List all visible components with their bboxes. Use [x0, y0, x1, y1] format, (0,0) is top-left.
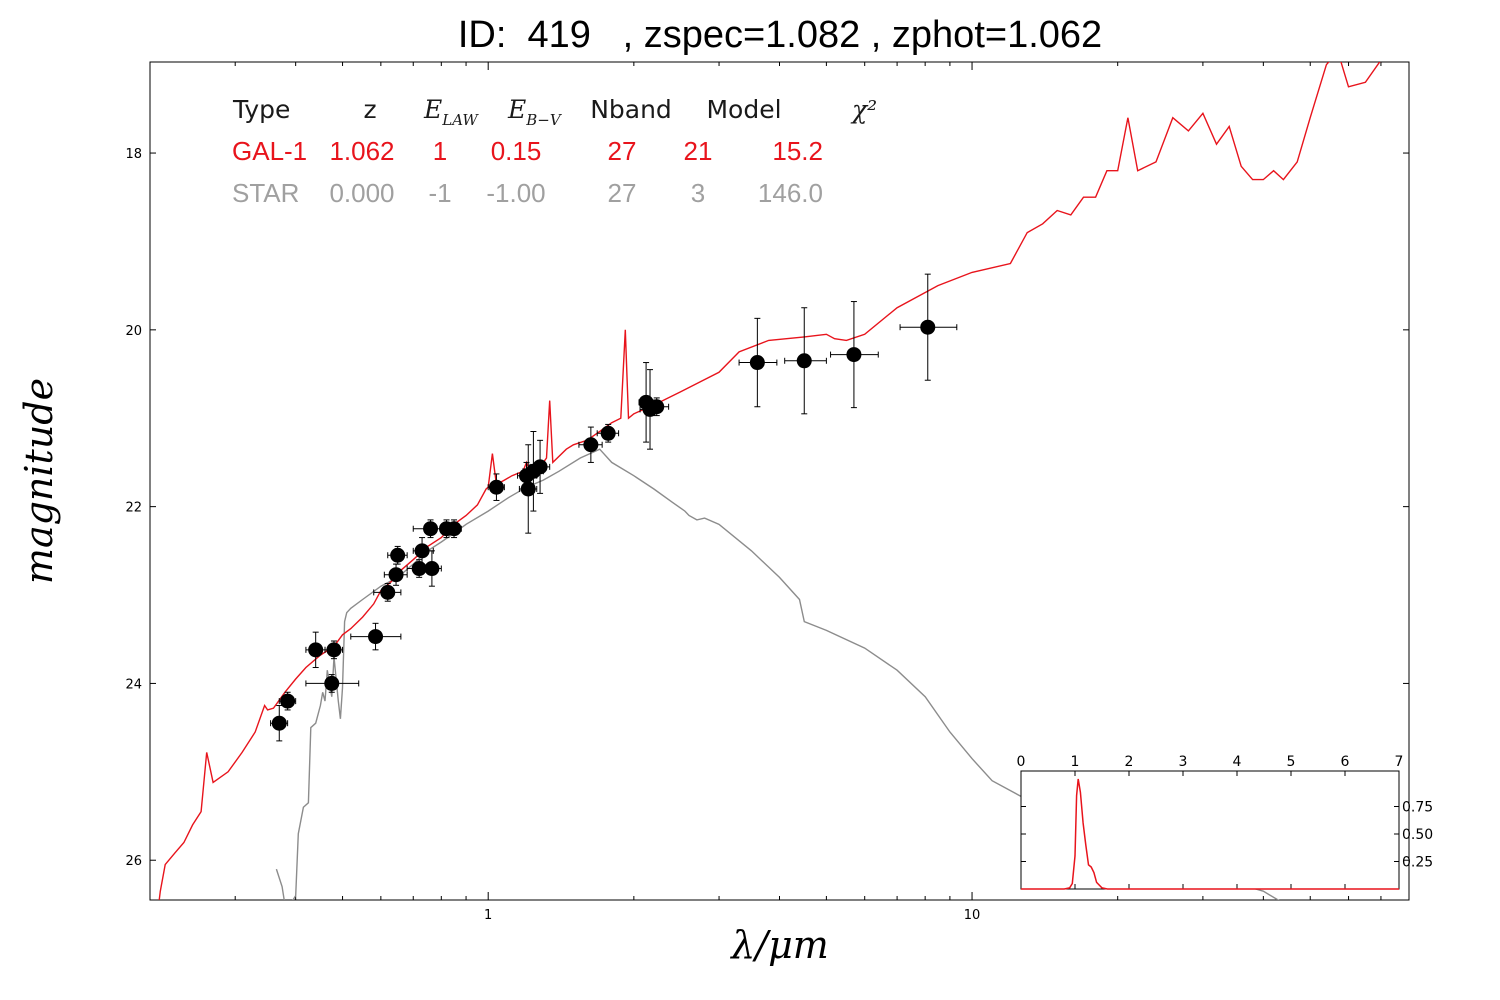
table-cell-z: 0.000	[329, 178, 394, 208]
table-header-ebv: EB−V	[507, 95, 563, 129]
point-marker	[520, 481, 536, 497]
point-marker	[749, 355, 765, 371]
table-cell-chi2: 15.2	[772, 136, 823, 166]
table-cell-type: GAL-1	[232, 136, 307, 166]
point-marker	[796, 353, 812, 369]
point-marker	[446, 521, 462, 537]
data-point	[578, 426, 603, 463]
point-marker	[649, 399, 665, 415]
data-point	[487, 473, 505, 501]
inset-y-tick-label: 0.25	[1402, 855, 1433, 871]
point-marker	[388, 567, 404, 583]
point-marker	[846, 347, 862, 363]
table-header-type: Type	[232, 95, 290, 124]
data-point	[270, 705, 289, 742]
inset-y-tick-label: 0.50	[1402, 827, 1433, 843]
inset-x-tick-label: 0	[1017, 754, 1026, 770]
point-marker	[271, 715, 287, 731]
table-header-z: z	[363, 95, 376, 124]
table-cell-elaw: 1	[433, 136, 447, 166]
data-point	[445, 519, 462, 539]
pdz-line	[1021, 778, 1399, 890]
point-marker	[390, 547, 406, 563]
point-marker	[414, 543, 430, 559]
data-point	[738, 317, 778, 408]
table-cell-model: 21	[684, 136, 713, 166]
x-tick-label: 1	[484, 908, 492, 923]
inset-x-tick-label: 2	[1125, 754, 1134, 770]
point-marker	[326, 642, 342, 658]
table-cell-elaw: -1	[428, 178, 451, 208]
data-point	[305, 674, 360, 693]
point-marker	[308, 642, 324, 658]
x-tick-label: 10	[964, 908, 981, 923]
table-header-model: Model	[706, 95, 781, 124]
table-header-chi2: χ²	[850, 95, 877, 124]
point-marker	[583, 437, 599, 453]
data-point	[899, 273, 958, 381]
data-point	[830, 301, 879, 409]
inset-x-tick-label: 4	[1233, 754, 1242, 770]
point-marker	[280, 693, 296, 709]
y-tick-label: 26	[125, 854, 142, 869]
table-cell-type: STAR	[232, 178, 299, 208]
photometry-points	[270, 273, 958, 742]
y-tick-label: 18	[125, 147, 142, 162]
data-point	[518, 444, 538, 534]
table-header-elaw: ELAW	[423, 95, 479, 129]
data-point	[784, 307, 827, 415]
data-point	[529, 439, 551, 494]
inset-x-tick-label: 6	[1341, 754, 1350, 770]
point-marker	[324, 675, 340, 691]
page-title: ID: 419 , zspec=1.082 , zphot=1.062	[457, 14, 1103, 56]
pdz-inset: 0 1 2 3 4 5 6 7 0.25 0.50 0.75	[1017, 754, 1433, 890]
table-header-nband: Nband	[590, 95, 672, 124]
inset-y-tick-label: 0.75	[1402, 800, 1433, 816]
sed-curves	[158, 62, 1381, 900]
data-point	[387, 545, 408, 565]
table-cell-nband: 27	[608, 136, 637, 166]
data-point	[596, 423, 620, 443]
table-cell-chi2: 146.0	[758, 178, 823, 208]
data-point	[350, 622, 402, 651]
point-marker	[532, 459, 548, 475]
inset-x-tick-label: 3	[1179, 754, 1188, 770]
data-point	[278, 691, 297, 711]
y-axis-label: magnitude	[17, 378, 61, 584]
point-marker	[424, 561, 440, 577]
data-point	[418, 550, 442, 587]
y-tick-label: 24	[125, 677, 142, 692]
data-point	[383, 563, 408, 586]
data-point	[373, 583, 402, 602]
data-point	[324, 640, 344, 660]
star-sed-line	[275, 448, 1280, 900]
galaxy-sed-line	[158, 62, 1381, 900]
table-cell-model: 3	[691, 178, 705, 208]
inset-x-tick-label: 7	[1395, 754, 1404, 770]
data-point	[645, 397, 670, 417]
fit-table: Type z ELAW EB−V Nband Model χ² GAL-1 1.062 1 0.15…	[232, 95, 877, 208]
point-marker	[380, 584, 396, 600]
table-cell-z: 1.062	[329, 136, 394, 166]
inset-x-tick-label: 1	[1071, 754, 1080, 770]
table-cell-ebv: 0.15	[491, 136, 542, 166]
y-tick-label: 20	[125, 324, 142, 339]
data-point	[305, 631, 326, 669]
point-marker	[488, 479, 504, 495]
y-tick-label: 22	[125, 501, 142, 516]
inset-x-tick-label: 5	[1287, 754, 1296, 770]
point-marker	[600, 425, 616, 441]
table-cell-nband: 27	[608, 178, 637, 208]
x-axis-label: λ/μm	[729, 923, 829, 967]
point-marker	[920, 319, 936, 335]
point-marker	[368, 629, 384, 645]
table-cell-ebv: -1.00	[486, 178, 545, 208]
point-marker	[423, 521, 439, 537]
